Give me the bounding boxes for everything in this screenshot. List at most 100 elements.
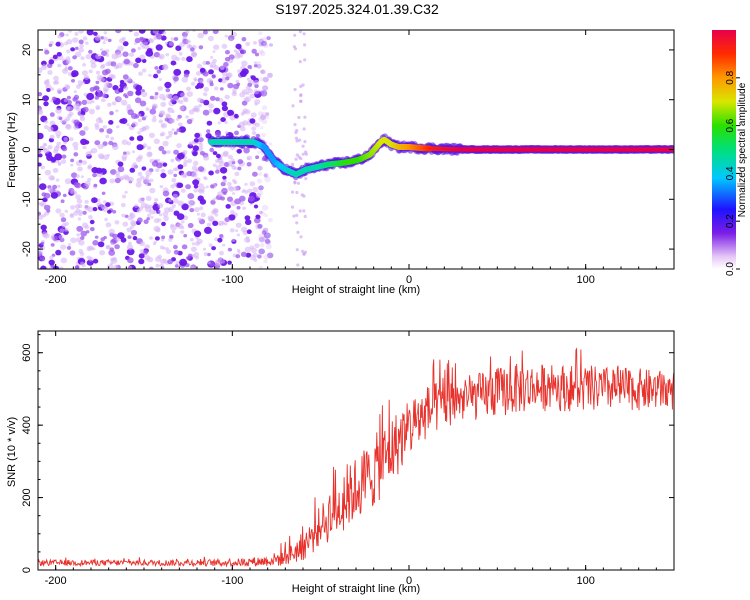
noise-point bbox=[258, 248, 266, 255]
noise-point bbox=[169, 234, 174, 239]
noise-point bbox=[129, 212, 134, 217]
noise-point bbox=[106, 128, 113, 134]
noise-point bbox=[131, 121, 138, 127]
noise-point bbox=[219, 234, 224, 238]
noise-point bbox=[187, 193, 195, 200]
noise-point bbox=[232, 88, 237, 93]
noise-point bbox=[260, 211, 266, 216]
noise-point bbox=[86, 92, 95, 101]
noise-point bbox=[153, 218, 160, 224]
noise-point bbox=[173, 173, 178, 178]
noise-point bbox=[122, 174, 129, 180]
noise-point bbox=[298, 60, 302, 64]
colorbar-tick-label: 0.8 bbox=[725, 70, 736, 84]
noise-point bbox=[149, 266, 154, 269]
noise-point bbox=[189, 47, 195, 52]
noise-point bbox=[97, 89, 101, 93]
noise-point bbox=[181, 244, 188, 250]
noise-point bbox=[55, 208, 62, 214]
noise-point bbox=[117, 45, 124, 52]
noise-point bbox=[70, 189, 76, 195]
noise-point bbox=[204, 226, 212, 234]
noise-point bbox=[293, 33, 297, 37]
noise-point bbox=[241, 68, 249, 75]
noise-point bbox=[70, 158, 75, 163]
noise-point bbox=[38, 132, 44, 140]
snr-series bbox=[38, 347, 674, 568]
noise-point bbox=[52, 96, 57, 101]
noise-point bbox=[197, 195, 204, 202]
noise-point bbox=[206, 78, 213, 84]
noise-point bbox=[202, 109, 210, 116]
noise-point bbox=[54, 153, 63, 161]
noise-point bbox=[178, 52, 183, 56]
noise-point bbox=[225, 76, 230, 81]
noise-point bbox=[295, 190, 299, 195]
noise-point bbox=[57, 63, 62, 68]
noise-point bbox=[38, 214, 44, 220]
noise-point bbox=[303, 250, 307, 254]
noise-point bbox=[179, 106, 185, 111]
noise-point bbox=[246, 162, 252, 167]
noise-point bbox=[117, 161, 124, 167]
noise-point bbox=[227, 154, 233, 160]
noise-point bbox=[78, 39, 84, 45]
noise-point bbox=[237, 159, 244, 165]
noise-point bbox=[83, 126, 89, 131]
noise-point bbox=[97, 116, 102, 121]
noise-point bbox=[56, 141, 61, 146]
noise-point bbox=[147, 257, 154, 263]
noise-point bbox=[190, 246, 197, 252]
noise-point bbox=[140, 37, 147, 43]
noise-point bbox=[84, 199, 89, 204]
noise-point bbox=[104, 217, 108, 222]
noise-point bbox=[254, 243, 260, 249]
noise-point bbox=[256, 64, 262, 69]
noise-point bbox=[233, 167, 237, 170]
noise-point bbox=[66, 245, 72, 250]
noise-point bbox=[82, 210, 87, 215]
noise-point bbox=[76, 225, 84, 232]
noise-point bbox=[218, 257, 222, 261]
noise-point bbox=[115, 65, 119, 68]
noise-point bbox=[130, 229, 138, 236]
noise-point bbox=[149, 95, 154, 100]
noise-point bbox=[164, 81, 172, 89]
noise-point bbox=[47, 126, 54, 132]
noise-point bbox=[198, 45, 204, 50]
noise-point bbox=[217, 191, 224, 197]
noise-point bbox=[192, 145, 199, 152]
noise-point bbox=[180, 92, 186, 98]
noise-point bbox=[254, 52, 260, 57]
noise-point bbox=[261, 230, 267, 235]
noise-point bbox=[86, 30, 94, 36]
noise-point bbox=[196, 238, 203, 245]
noise-point bbox=[264, 213, 268, 218]
snr-line bbox=[38, 347, 674, 568]
noise-point bbox=[64, 84, 70, 90]
noise-point bbox=[256, 178, 263, 184]
noise-point bbox=[253, 217, 261, 224]
noise-point bbox=[191, 165, 198, 171]
noise-point bbox=[229, 38, 233, 42]
noise-point bbox=[145, 195, 152, 201]
noise-point bbox=[302, 194, 306, 198]
noise-point bbox=[123, 58, 130, 65]
noise-point bbox=[67, 72, 72, 76]
noise-point bbox=[161, 221, 166, 227]
noise-point bbox=[223, 222, 228, 226]
noise-point bbox=[177, 122, 183, 127]
noise-point bbox=[61, 159, 67, 164]
noise-point bbox=[230, 210, 235, 214]
noise-point bbox=[170, 184, 175, 189]
noise-point bbox=[170, 224, 177, 231]
noise-point bbox=[72, 97, 78, 102]
noise-point bbox=[73, 125, 79, 130]
noise-point bbox=[171, 128, 175, 132]
noise-point bbox=[241, 49, 247, 55]
noise-point bbox=[126, 123, 130, 127]
noise-point bbox=[258, 31, 263, 36]
noise-point bbox=[57, 162, 62, 166]
noise-point bbox=[164, 117, 169, 122]
snr-panel: -200 -100 0 100 0 200 400 600 Height of straigh… bbox=[6, 330, 675, 595]
